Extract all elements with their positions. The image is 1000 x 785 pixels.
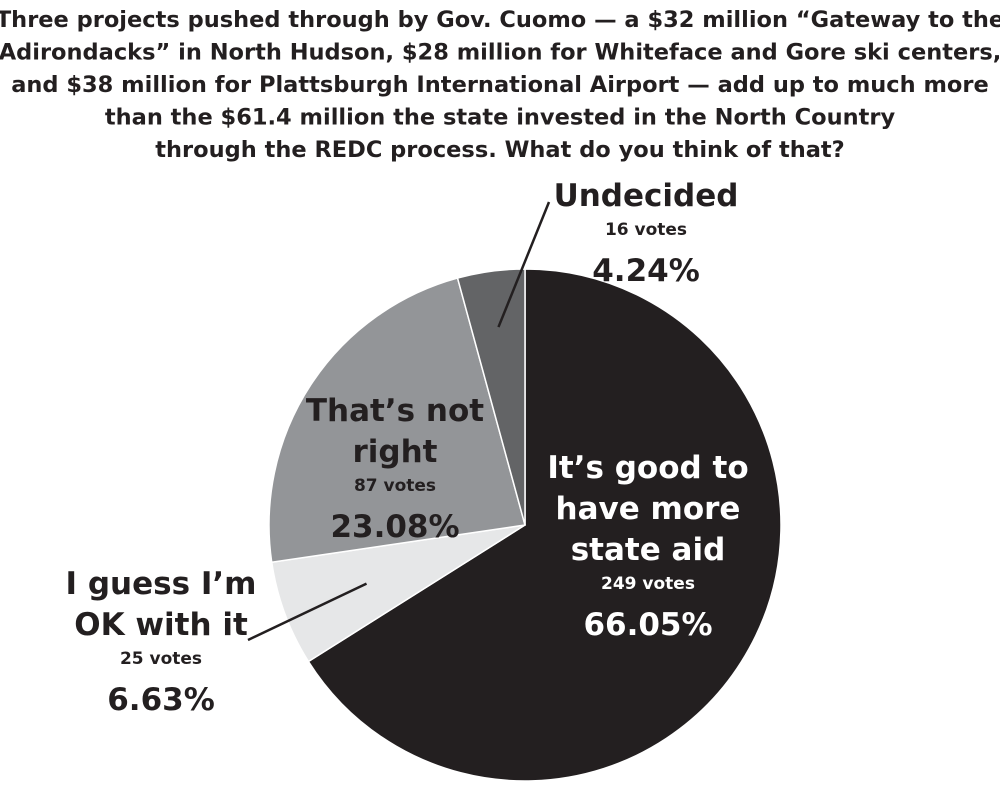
chart-title-line: than the $61.4 million the state investe…	[105, 105, 896, 131]
slice-percent: 66.05%	[583, 607, 712, 643]
pie-slice-undecided	[456, 268, 526, 526]
slice-percent: 6.63%	[107, 682, 215, 718]
chart-title-line: Three projects pushed through by Gov. Cu…	[0, 7, 1000, 33]
slice-votes: 16 votes	[605, 220, 687, 240]
slice-votes: 25 votes	[120, 649, 202, 669]
chart-title-line: and $38 million for Plattsburgh Internat…	[11, 72, 989, 98]
slice-label-ok: I guess I’m OK with it 25 votes 6.63%	[66, 566, 257, 718]
slice-percent: 4.24%	[592, 253, 700, 289]
leader-lines	[247, 201, 551, 642]
slice-label-good: It’s good to have more state aid 249 votes 6…	[547, 450, 748, 643]
slice-votes: 87 votes	[354, 476, 436, 496]
slice-label-undecided: Undecided 16 votes 4.24%	[554, 178, 739, 289]
pie-slice-notright	[268, 277, 526, 564]
slice-label-name: state aid	[571, 532, 726, 568]
pie-slices	[268, 268, 782, 782]
slice-votes: 249 votes	[601, 574, 695, 594]
slice-label-name: I guess I’m	[66, 566, 257, 602]
chart-title-line: Adirondacks” in North Hudson, $28 millio…	[0, 40, 1000, 66]
slice-label-name: It’s good to	[547, 450, 748, 486]
slice-label-name: OK with it	[74, 607, 248, 643]
slice-labels: It’s good to have more state aid 249 votes 6…	[66, 178, 749, 718]
slice-label-notright: That’s not right 87 votes 23.08%	[306, 393, 484, 545]
leader-line-undecided	[497, 201, 551, 328]
slice-label-name: right	[353, 434, 438, 470]
slice-label-name: That’s not	[306, 393, 484, 429]
chart-title: Three projects pushed through by Gov. Cu…	[0, 7, 1000, 163]
slice-label-name: Undecided	[554, 178, 739, 214]
leader-line-ok	[247, 582, 368, 642]
slice-percent: 23.08%	[330, 509, 459, 545]
chart-title-line: through the REDC process. What do you th…	[155, 137, 844, 163]
slice-label-name: have more	[556, 491, 741, 527]
pie-slice-good	[307, 268, 782, 782]
